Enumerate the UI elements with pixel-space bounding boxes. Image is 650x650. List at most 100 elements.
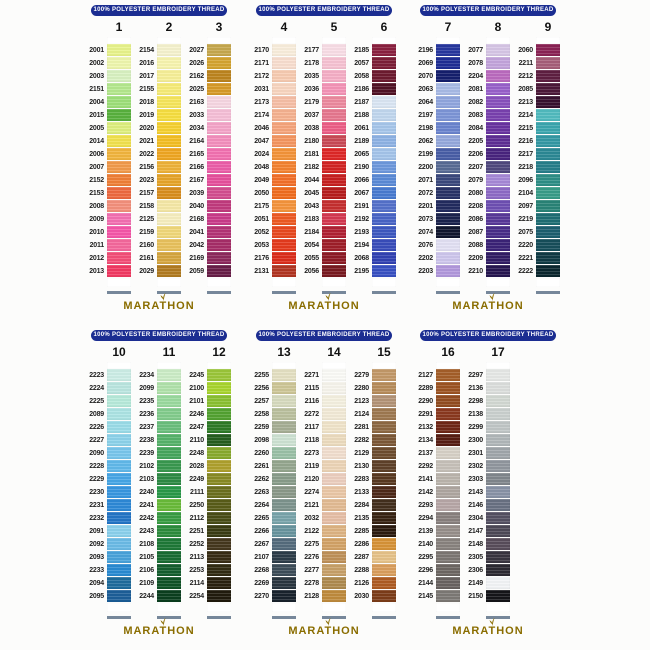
thread-swatch bbox=[272, 109, 296, 121]
thread-code: 2069 bbox=[418, 60, 433, 67]
spool-cap-bottom bbox=[372, 278, 396, 287]
thread-strip bbox=[272, 362, 296, 619]
code-label-list: 2279 2280 2123 2124 2281 2282 2129 2130 2283 2133… bbox=[348, 362, 372, 619]
thread-swatch bbox=[322, 200, 346, 212]
thread-swatch bbox=[322, 187, 346, 199]
thread-swatch bbox=[436, 122, 460, 134]
thread-swatch bbox=[157, 369, 181, 381]
thread-swatch bbox=[272, 590, 296, 602]
thread-code: 2018 bbox=[139, 99, 154, 106]
thread-swatch bbox=[157, 96, 181, 108]
thread-swatch bbox=[436, 148, 460, 160]
thread-code: 2080 bbox=[468, 190, 483, 197]
thread-swatch bbox=[322, 382, 346, 394]
thread-swatch bbox=[436, 408, 460, 420]
thread-swatch bbox=[372, 252, 396, 264]
spool-cap-top bbox=[372, 37, 396, 44]
spool-base-line bbox=[157, 291, 181, 294]
thread-swatch bbox=[272, 499, 296, 511]
thread-swatch bbox=[322, 239, 346, 251]
thread-code: 2296 bbox=[418, 567, 433, 574]
spool-cap-bottom bbox=[372, 603, 396, 612]
thread-swatch bbox=[436, 395, 460, 407]
thread-swatch bbox=[107, 369, 131, 381]
thread-strip bbox=[436, 37, 460, 294]
thread-code: 2303 bbox=[468, 476, 483, 483]
card-header-label: 100% POLYESTER EMBROIDERY THREAD bbox=[420, 5, 556, 16]
spool-cap-top bbox=[486, 37, 510, 44]
thread-code: 2180 bbox=[304, 138, 319, 145]
thread-code: 2168 bbox=[189, 216, 204, 223]
thread-code: 2140 bbox=[418, 541, 433, 548]
thread-code: 2277 bbox=[304, 567, 319, 574]
thread-code: 2107 bbox=[254, 554, 269, 561]
thread-code: 2146 bbox=[468, 502, 483, 509]
thread-code: 2172 bbox=[254, 73, 269, 80]
thread-swatch bbox=[322, 512, 346, 524]
thread-swatch bbox=[107, 434, 131, 446]
thread-swatch bbox=[322, 408, 346, 420]
thread-swatch bbox=[207, 538, 231, 550]
thread-code: 2202 bbox=[418, 255, 433, 262]
brand-name: MARATHON bbox=[123, 300, 195, 312]
thread-code: 2148 bbox=[468, 541, 483, 548]
thread-swatch bbox=[486, 408, 510, 420]
thread-code: 2030 bbox=[354, 593, 369, 600]
thread-swatch bbox=[486, 44, 510, 56]
thread-code: 2161 bbox=[139, 255, 154, 262]
thread-code: 2055 bbox=[304, 255, 319, 262]
thread-swatch bbox=[436, 486, 460, 498]
thread-swatch bbox=[372, 564, 396, 576]
thread-swatch bbox=[157, 551, 181, 563]
spool-cap-top bbox=[107, 362, 131, 369]
thread-swatch bbox=[157, 408, 181, 420]
brand-name: MARATHON bbox=[452, 625, 524, 637]
brand-logo: MARATHON bbox=[288, 293, 359, 312]
brand-logo: MARATHON bbox=[452, 618, 524, 637]
thread-code: 2075 bbox=[518, 229, 533, 236]
thread-code: 2287 bbox=[354, 554, 369, 561]
thread-strip bbox=[207, 362, 231, 619]
thread-code: 2071 bbox=[418, 177, 433, 184]
thread-code: 2013 bbox=[89, 268, 104, 275]
thread-swatch bbox=[322, 395, 346, 407]
thread-code: 2233 bbox=[89, 567, 104, 574]
thread-strip bbox=[372, 37, 396, 294]
thread-swatch bbox=[436, 174, 460, 186]
code-label-list: 2001 2002 2003 2151 2004 2015 2005 2014 2006 2007… bbox=[83, 37, 107, 294]
thread-swatch bbox=[486, 525, 510, 537]
thread-swatch bbox=[107, 590, 131, 602]
thread-code: 2184 bbox=[304, 229, 319, 236]
thread-swatch bbox=[157, 200, 181, 212]
spool-cap-top bbox=[322, 37, 346, 44]
thread-swatch bbox=[436, 239, 460, 251]
thread-code: 2280 bbox=[354, 385, 369, 392]
thread-swatch bbox=[107, 499, 131, 511]
thread-code: 2019 bbox=[139, 112, 154, 119]
thread-code: 2110 bbox=[189, 437, 205, 444]
thread-code: 2016 bbox=[139, 60, 154, 67]
thread-code: 2149 bbox=[468, 580, 483, 587]
thread-code: 2027 bbox=[189, 47, 204, 54]
thread-column: 2 2154 2016 2017 2155 2018 2019 2020 2021 2022 215… bbox=[133, 20, 183, 294]
thread-code: 2137 bbox=[418, 450, 433, 457]
thread-code: 2224 bbox=[89, 385, 104, 392]
thread-code: 2120 bbox=[304, 476, 319, 483]
thread-code: 2064 bbox=[418, 99, 433, 106]
thread-code: 2260 bbox=[254, 450, 269, 457]
thread-code: 2225 bbox=[89, 398, 104, 405]
thread-strip bbox=[157, 37, 181, 294]
thread-code: 2032 bbox=[304, 515, 319, 522]
spool-cap-top bbox=[436, 37, 460, 44]
thread-swatch bbox=[436, 538, 460, 550]
thread-swatch bbox=[272, 213, 296, 225]
spool-cap-bottom bbox=[107, 603, 131, 612]
thread-swatch bbox=[157, 109, 181, 121]
thread-code: 2100 bbox=[189, 385, 204, 392]
code-label-list: 2127 2289 2290 2291 2132 2134 2137 2292 2141 2142… bbox=[412, 362, 436, 619]
thread-code: 2297 bbox=[468, 372, 483, 379]
thread-code: 2085 bbox=[518, 86, 533, 93]
thread-code: 2193 bbox=[354, 229, 369, 236]
column-number: 5 bbox=[330, 20, 338, 34]
